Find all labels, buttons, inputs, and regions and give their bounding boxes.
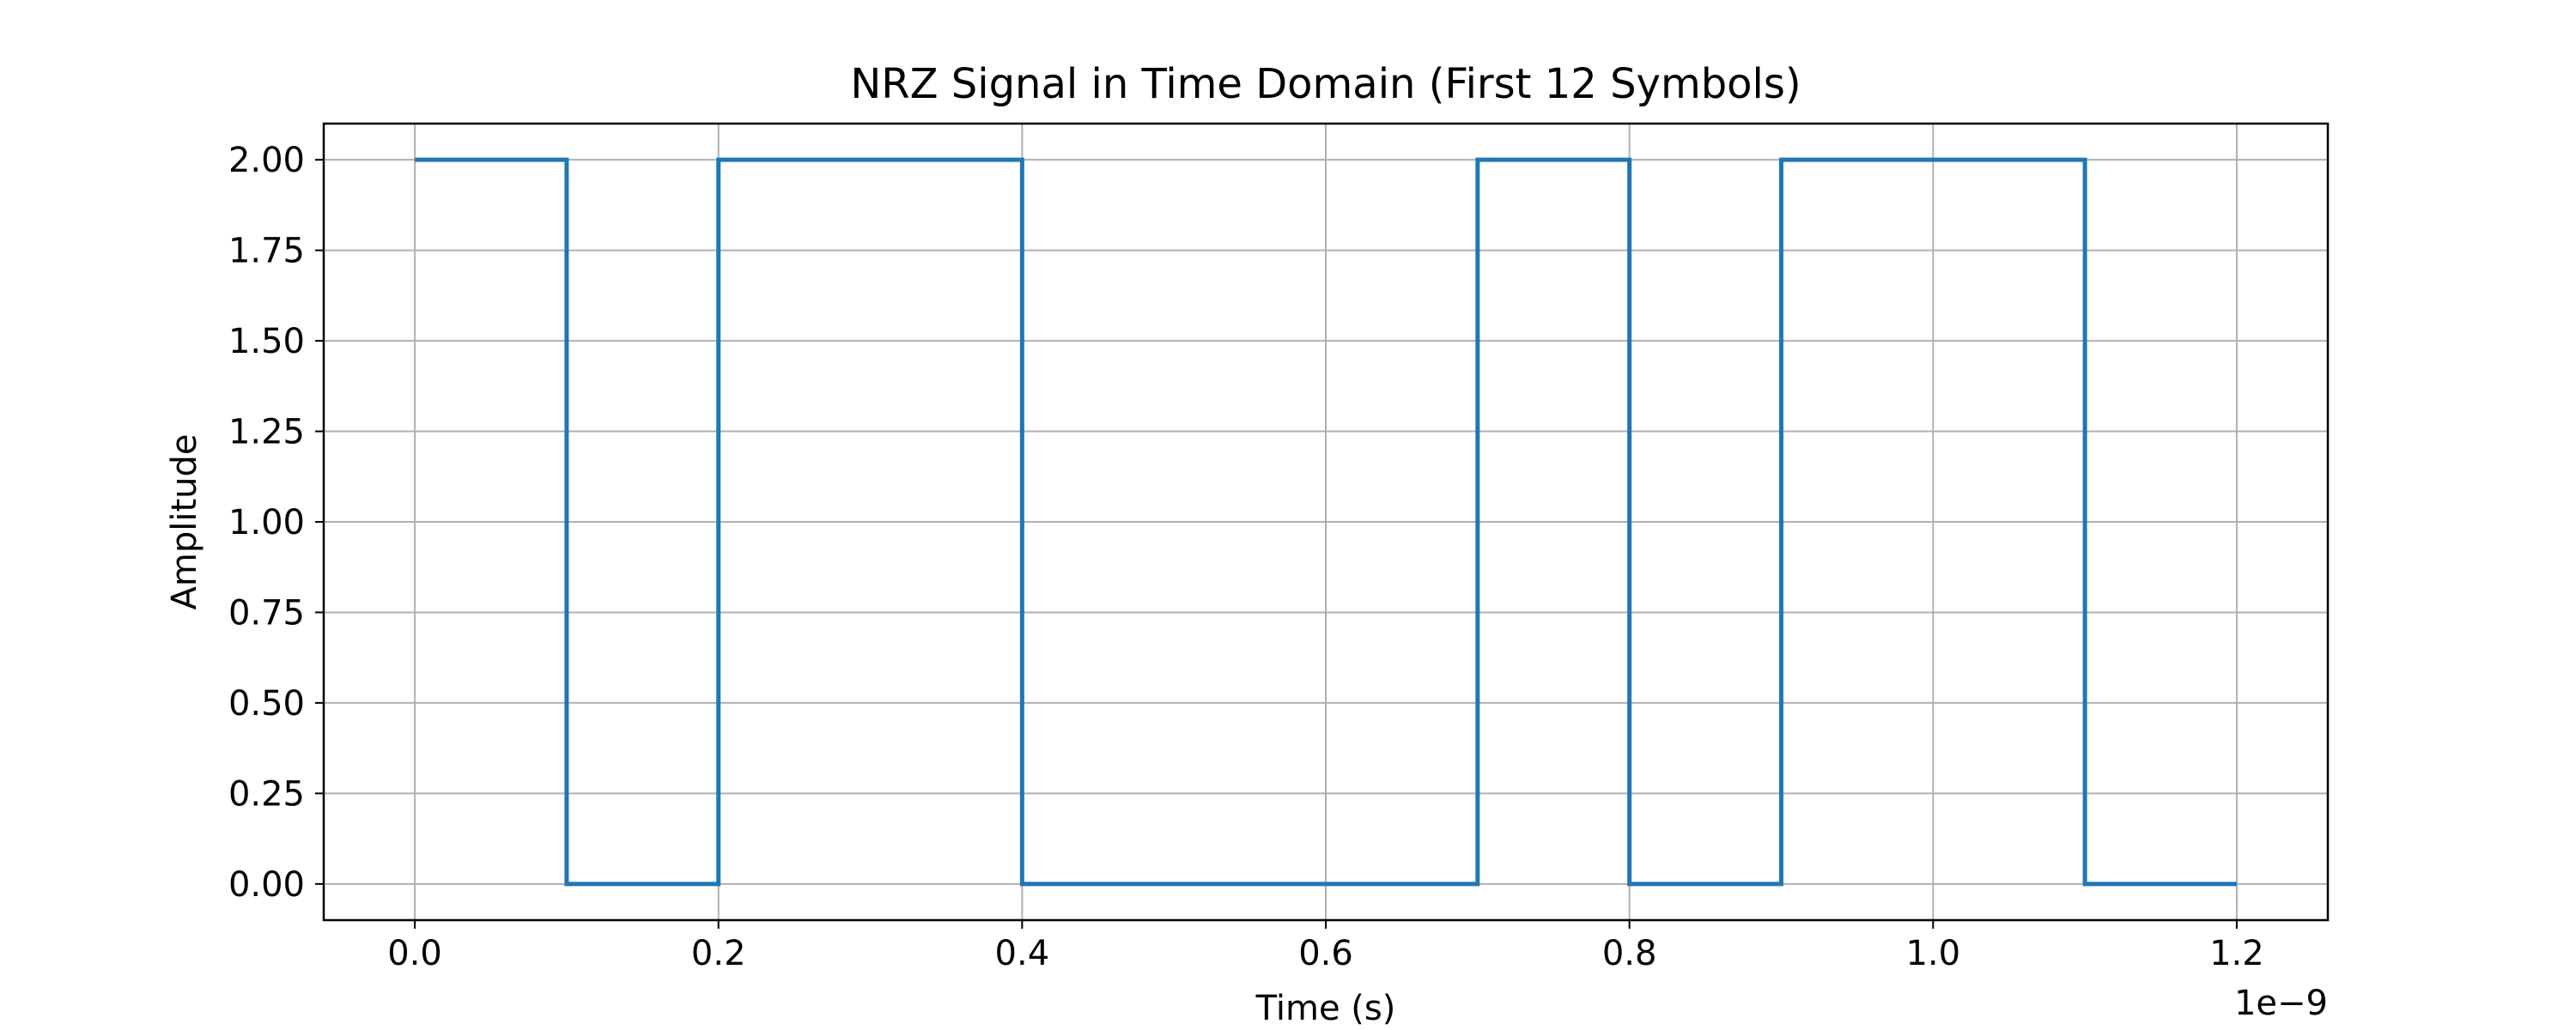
y-tick-label: 1.75: [228, 232, 305, 271]
x-tick-label: 0.6: [1298, 934, 1353, 973]
y-axis-label: Amplitude: [165, 434, 204, 610]
y-tick-label: 0.75: [228, 593, 305, 633]
x-tick-label: 1.2: [2209, 934, 2264, 973]
y-tick-label: 1.00: [228, 503, 305, 542]
series-layer: [415, 157, 2237, 887]
x-tick-label: 0.0: [387, 934, 442, 973]
x-tick-label: 1.0: [1905, 934, 1960, 973]
x-tick-label: 0.2: [691, 934, 746, 973]
grid: [324, 124, 2328, 920]
x-axis-label: Time (s): [1255, 989, 1396, 1028]
y-tick-label: 0.25: [228, 774, 305, 814]
y-tick-label: 1.25: [228, 413, 305, 452]
x-tick-label: 0.8: [1602, 934, 1657, 973]
y-tick-label: 0.50: [228, 684, 305, 724]
x-axis-offset-text: 1e−9: [2234, 984, 2328, 1023]
ticks: 0.0 0.2 0.4 0.6 0.8 1.0 1.2 0.00 0.25 0.50 0.75 1.0…: [228, 141, 2264, 973]
y-tick-label: 0.00: [228, 865, 305, 905]
y-tick-label: 1.50: [228, 322, 305, 361]
x-tick-label: 0.4: [995, 934, 1050, 973]
y-tick-label: 2.00: [228, 141, 305, 180]
chart-title: NRZ Signal in Time Domain (First 12 Symb…: [850, 60, 1801, 108]
nrz-signal-line: [415, 157, 2237, 887]
